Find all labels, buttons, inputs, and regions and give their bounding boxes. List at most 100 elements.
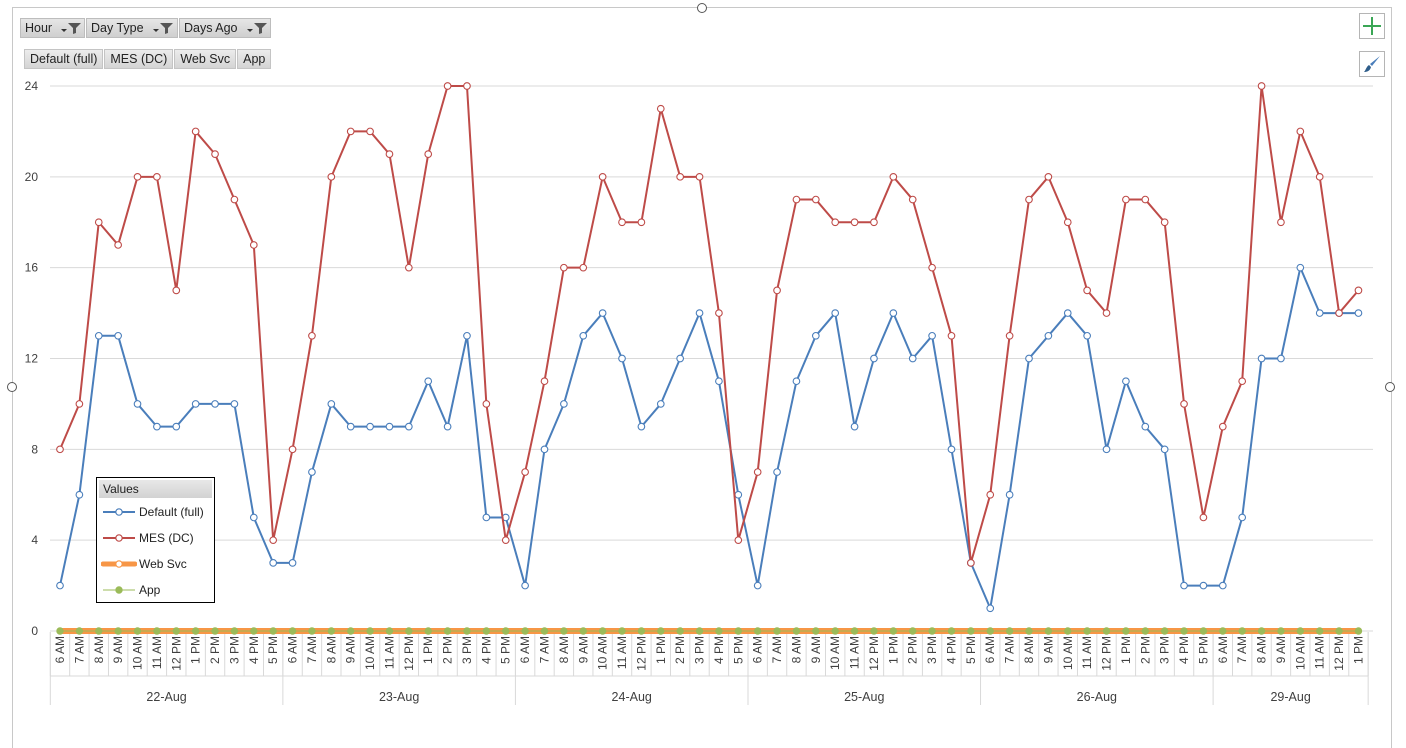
legend-field-mes-button[interactable]: MES (DC) — [104, 49, 174, 69]
x-tick-label: 7 AM — [770, 636, 784, 663]
x-tick-label: 10 AM — [1061, 636, 1075, 670]
filter-daytype-label: Day Type — [91, 21, 144, 35]
data-point-default-full — [850, 422, 859, 431]
data-point-mes-dc — [1141, 195, 1150, 204]
filter-daytype-button[interactable]: Day Type — [86, 18, 178, 38]
data-point-mes-dc — [172, 286, 181, 295]
data-point-mes-dc — [211, 150, 219, 158]
data-point-default-full — [1238, 513, 1247, 522]
data-point-default-full — [676, 354, 685, 363]
series-line-mes-dc — [59, 85, 1360, 564]
data-point-default-full — [870, 354, 878, 363]
data-point-app — [695, 627, 704, 635]
x-tick-label: 7 AM — [538, 636, 552, 663]
data-point-default-full — [463, 331, 471, 340]
data-point-app — [870, 627, 878, 635]
data-point-app — [211, 627, 219, 635]
x-tick-label: 9 AM — [111, 636, 125, 663]
x-tick-label: 4 PM — [1177, 636, 1191, 664]
data-point-mes-dc — [1044, 172, 1053, 181]
x-tick-label: 9 AM — [1274, 636, 1288, 663]
legend-item-default[interactable]: Default (full) — [101, 503, 204, 521]
x-tick-label: 2 PM — [1138, 636, 1152, 664]
data-point-default-full — [1180, 581, 1188, 590]
data-point-app — [482, 627, 491, 635]
data-point-default-full — [327, 400, 336, 408]
data-point-app — [1257, 627, 1266, 635]
data-point-mes-dc — [850, 218, 859, 227]
x-tick-label: 2 PM — [673, 636, 687, 664]
data-point-app — [1122, 627, 1130, 635]
x-tick-label: 6 AM — [751, 636, 765, 663]
legend-item-label: Default (full) — [139, 505, 204, 519]
data-point-app — [1296, 627, 1305, 635]
x-tick-label: 11 AM — [615, 636, 629, 669]
data-point-default-full — [1315, 309, 1324, 317]
legend-field-app-button[interactable]: App — [237, 49, 272, 69]
data-point-mes-dc — [618, 218, 626, 227]
x-tick-label: 8 AM — [324, 636, 338, 663]
x-tick-label: 2 PM — [906, 636, 920, 664]
data-point-app — [831, 627, 839, 635]
data-point-mes-dc — [1218, 422, 1227, 431]
legend-item-mes[interactable]: MES (DC) — [101, 529, 194, 547]
data-point-app — [1354, 627, 1363, 635]
data-point-default-full — [540, 445, 549, 454]
legend-item-websvc[interactable]: Web Svc — [101, 555, 187, 573]
filter-hour-button[interactable]: Hour — [20, 18, 85, 38]
data-point-default-full — [928, 331, 936, 340]
x-tick-label: 6 AM — [983, 636, 997, 663]
legend-title: Values — [99, 480, 212, 498]
data-point-app — [463, 627, 471, 635]
data-point-default-full — [1296, 263, 1305, 272]
data-point-mes-dc — [482, 400, 491, 408]
data-point-mes-dc — [734, 536, 743, 545]
x-tick-label: 4 PM — [479, 636, 493, 664]
data-point-app — [75, 627, 84, 635]
resize-handle-left[interactable] — [7, 382, 17, 392]
filter-daysago-button[interactable]: Days Ago — [179, 18, 271, 38]
data-point-default-full — [1122, 377, 1130, 386]
y-tick-label: 20 — [25, 170, 39, 184]
data-point-default-full — [560, 400, 568, 408]
data-point-app — [812, 627, 820, 635]
data-point-app — [850, 627, 859, 635]
resize-handle-right[interactable] — [1385, 382, 1395, 392]
data-point-app — [676, 627, 684, 635]
x-tick-label: 1 PM — [1119, 636, 1133, 664]
day-group-label: 22-Aug — [146, 690, 186, 704]
data-point-mes-dc — [94, 218, 103, 227]
data-point-mes-dc — [753, 468, 762, 476]
x-tick-label: 11 AM — [1080, 636, 1094, 669]
data-point-mes-dc — [870, 218, 878, 227]
data-point-app — [308, 627, 316, 635]
data-point-default-full — [1102, 445, 1111, 454]
chart-elements-button[interactable] — [1359, 13, 1385, 39]
data-point-default-full — [1044, 331, 1053, 340]
legend-field-websvc-button[interactable]: Web Svc — [174, 49, 237, 69]
x-tick-label: 9 AM — [344, 636, 358, 663]
data-point-default-full — [598, 309, 607, 317]
x-tick-label: 7 AM — [1235, 636, 1249, 663]
data-point-default-full — [986, 604, 995, 613]
x-tick-label: 5 PM — [731, 636, 745, 664]
resize-handle-top[interactable] — [697, 3, 707, 13]
data-point-app — [657, 627, 665, 635]
data-point-app — [947, 627, 956, 635]
chart-styles-button[interactable] — [1359, 51, 1385, 77]
line-marker-icon — [101, 560, 137, 568]
data-point-mes-dc — [463, 82, 471, 90]
data-point-default-full — [443, 422, 452, 431]
filter-daysago-label: Days Ago — [184, 21, 238, 35]
data-point-app — [250, 627, 258, 635]
legend-field-default-button[interactable]: Default (full) — [24, 49, 104, 69]
data-point-app — [1064, 627, 1072, 635]
data-point-app — [191, 627, 200, 635]
data-point-default-full — [56, 581, 64, 590]
data-point-default-full — [1063, 309, 1072, 317]
data-point-app — [598, 627, 607, 635]
legend-item-app[interactable]: App — [101, 581, 160, 599]
data-point-default-full — [385, 422, 394, 431]
x-tick-label: 7 AM — [305, 636, 319, 663]
x-tick-label: 3 PM — [925, 636, 939, 664]
